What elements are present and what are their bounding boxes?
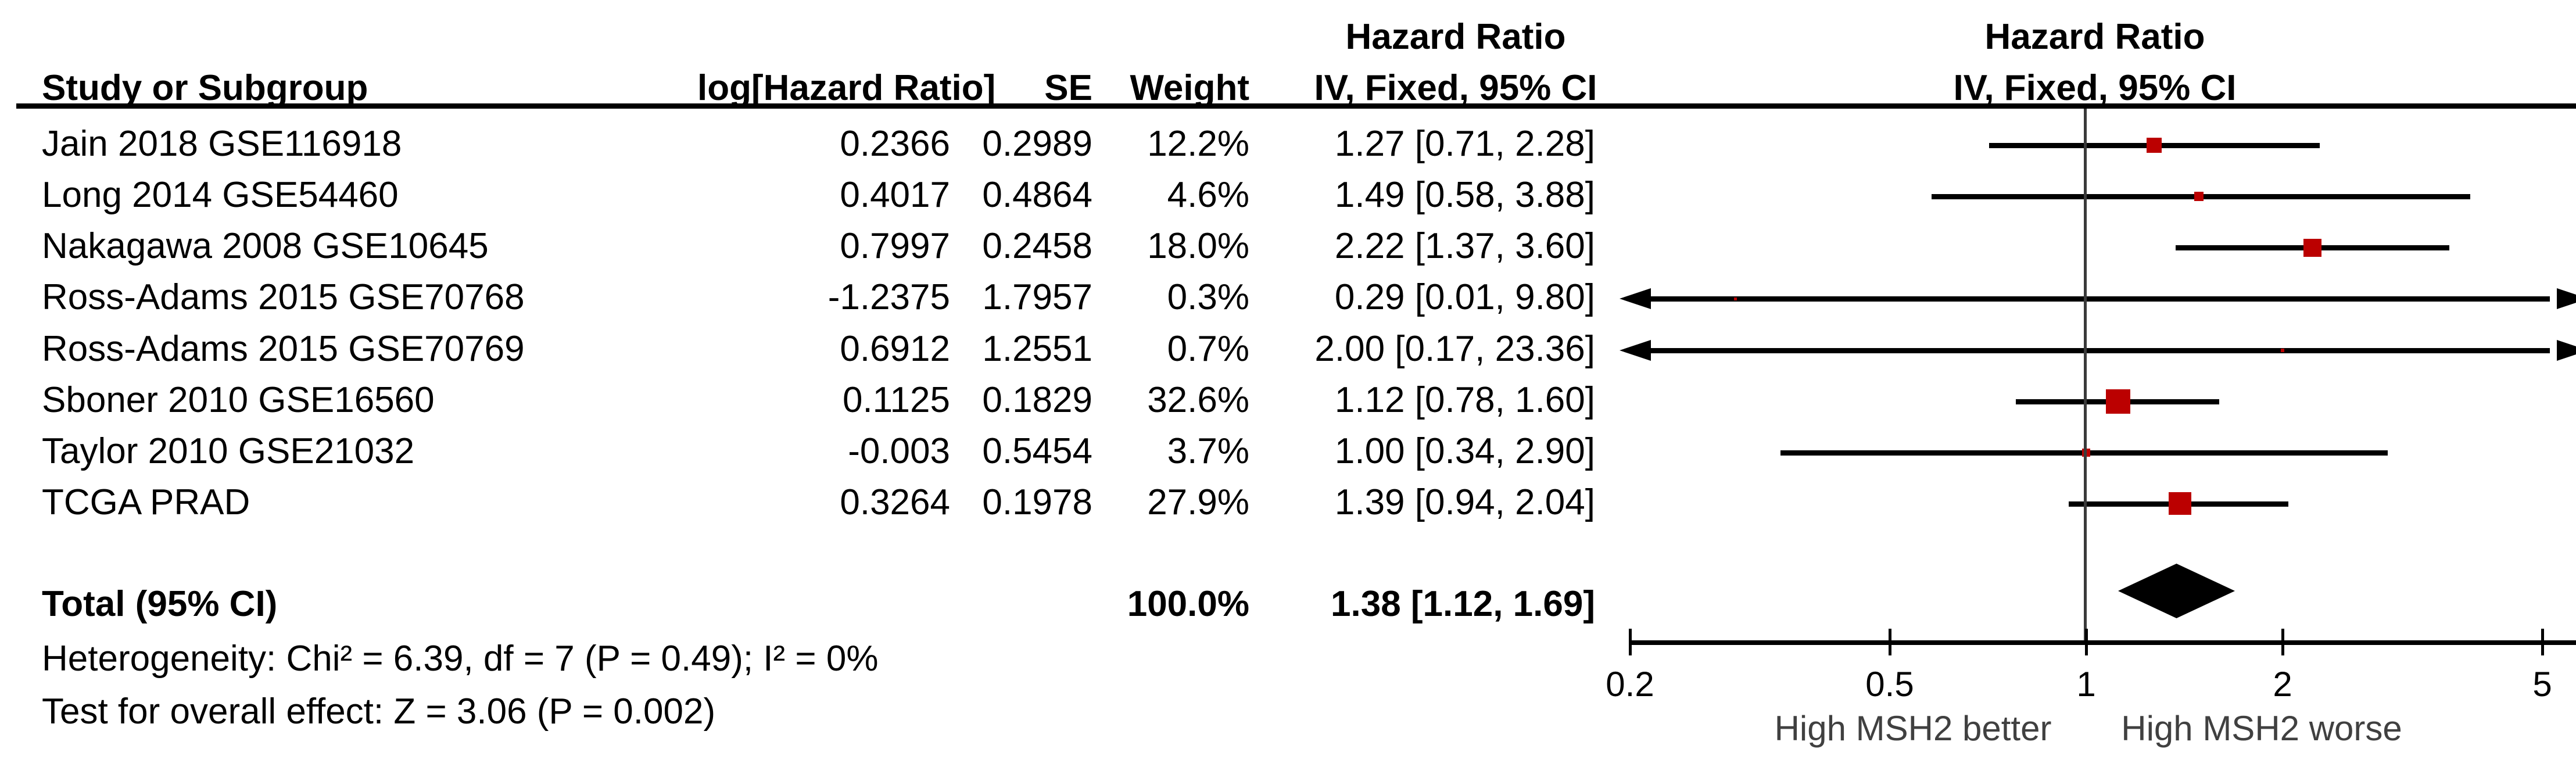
study-loghr: 0.3264: [840, 482, 950, 522]
ci-line: [1650, 296, 2550, 302]
total-weight: 100.0%: [1127, 584, 1249, 624]
study-weight: 3.7%: [1167, 431, 1249, 471]
x-axis-line: [1630, 640, 2576, 645]
axis-label-right: High MSH2 worse: [2121, 709, 2402, 748]
axis-tick: [2541, 629, 2544, 655]
axis-tick-label: 5: [2532, 665, 2552, 704]
study-loghr: -0.003: [848, 431, 950, 471]
estimate-square: [2106, 389, 2130, 414]
plot-group-title: Hazard Ratio: [1984, 17, 2205, 57]
study-ci-text: 1.00 [0.34, 2.90]: [1334, 431, 1595, 471]
table-ci-group-title: Hazard Ratio: [1345, 17, 1566, 57]
estimate-square: [2147, 138, 2162, 153]
study-loghr: -1.2375: [827, 277, 950, 317]
header-rule: [16, 103, 2576, 109]
study-weight: 12.2%: [1147, 124, 1249, 164]
study-name: Jain 2018 GSE116918: [42, 124, 402, 164]
study-weight: 0.7%: [1167, 329, 1249, 369]
estimate-square: [2168, 492, 2191, 515]
study-name: Ross-Adams 2015 GSE70769: [42, 329, 525, 369]
axis-tick-label: 0.2: [1606, 665, 1654, 704]
study-se: 0.5454: [982, 431, 1092, 471]
study-weight: 0.3%: [1167, 277, 1249, 317]
total-label: Total (95% CI): [42, 584, 278, 624]
col-header-study: Study or Subgroup: [42, 68, 368, 108]
study-se: 0.1978: [982, 482, 1092, 522]
col-header-ci: IV, Fixed, 95% CI: [1314, 68, 1597, 108]
study-name: TCGA PRAD: [42, 482, 250, 522]
study-ci-text: 0.29 [0.01, 9.80]: [1334, 277, 1595, 317]
plot-col-header-ci: IV, Fixed, 95% CI: [1953, 68, 2237, 108]
study-loghr: 0.1125: [842, 380, 950, 420]
estimate-square: [1733, 298, 1737, 300]
axis-tick: [2085, 629, 2088, 655]
study-weight: 18.0%: [1147, 226, 1249, 266]
axis-label-left: High MSH2 better: [1774, 709, 2052, 748]
col-header-weight: Weight: [1130, 68, 1250, 108]
study-se: 0.2989: [982, 124, 1092, 164]
study-loghr: 0.2366: [840, 124, 950, 164]
study-ci-text: 1.12 [0.78, 1.60]: [1334, 380, 1595, 420]
axis-tick-label: 2: [2273, 665, 2292, 704]
study-weight: 32.6%: [1147, 380, 1249, 420]
study-weight: 27.9%: [1147, 482, 1249, 522]
study-name: Ross-Adams 2015 GSE70768: [42, 277, 525, 317]
study-loghr: 0.6912: [840, 329, 950, 369]
ci-left-arrow: [1620, 288, 1651, 309]
estimate-square: [2281, 349, 2284, 352]
col-header-se: SE: [1044, 68, 1092, 108]
axis-tick: [1629, 629, 1632, 655]
heterogeneity-note: Heterogeneity: Chi² = 6.39, df = 7 (P = …: [42, 639, 879, 679]
study-se: 1.2551: [982, 329, 1092, 369]
total-diamond: [2118, 564, 2235, 618]
axis-tick-label: 1: [2076, 665, 2096, 704]
study-loghr: 0.7997: [840, 226, 950, 266]
study-ci-text: 1.39 [0.94, 2.04]: [1334, 482, 1595, 522]
study-se: 1.7957: [982, 277, 1092, 317]
study-ci-text: 2.22 [1.37, 3.60]: [1334, 226, 1595, 266]
study-se: 0.4864: [982, 175, 1092, 215]
study-se: 0.2458: [982, 226, 1092, 266]
study-ci-text: 1.27 [0.71, 2.28]: [1334, 124, 1595, 164]
study-loghr: 0.4017: [840, 175, 950, 215]
axis-tick-label: 0.5: [1865, 665, 1914, 704]
study-weight: 4.6%: [1167, 175, 1249, 215]
study-ci-text: 1.49 [0.58, 3.88]: [1334, 175, 1595, 215]
ci-line: [1650, 348, 2550, 353]
ci-right-arrow: [2557, 340, 2576, 361]
axis-tick: [1889, 629, 1891, 655]
study-name: Taylor 2010 GSE21032: [42, 431, 415, 471]
study-se: 0.1829: [982, 380, 1092, 420]
estimate-square: [2303, 239, 2321, 257]
null-effect-vline: [2084, 109, 2087, 640]
study-ci-text: 2.00 [0.17, 23.36]: [1314, 329, 1595, 369]
study-name: Sboner 2010 GSE16560: [42, 380, 435, 420]
estimate-square: [2194, 192, 2204, 201]
axis-tick: [2281, 629, 2284, 655]
overall-effect-note: Test for overall effect: Z = 3.06 (P = 0…: [42, 691, 716, 732]
study-name: Long 2014 GSE54460: [42, 175, 399, 215]
total-ci-text: 1.38 [1.12, 1.69]: [1331, 584, 1595, 624]
ci-right-arrow: [2557, 288, 2576, 309]
ci-left-arrow: [1620, 340, 1651, 361]
col-header-loghr: log[Hazard Ratio]: [697, 68, 996, 108]
study-name: Nakagawa 2008 GSE10645: [42, 226, 489, 266]
